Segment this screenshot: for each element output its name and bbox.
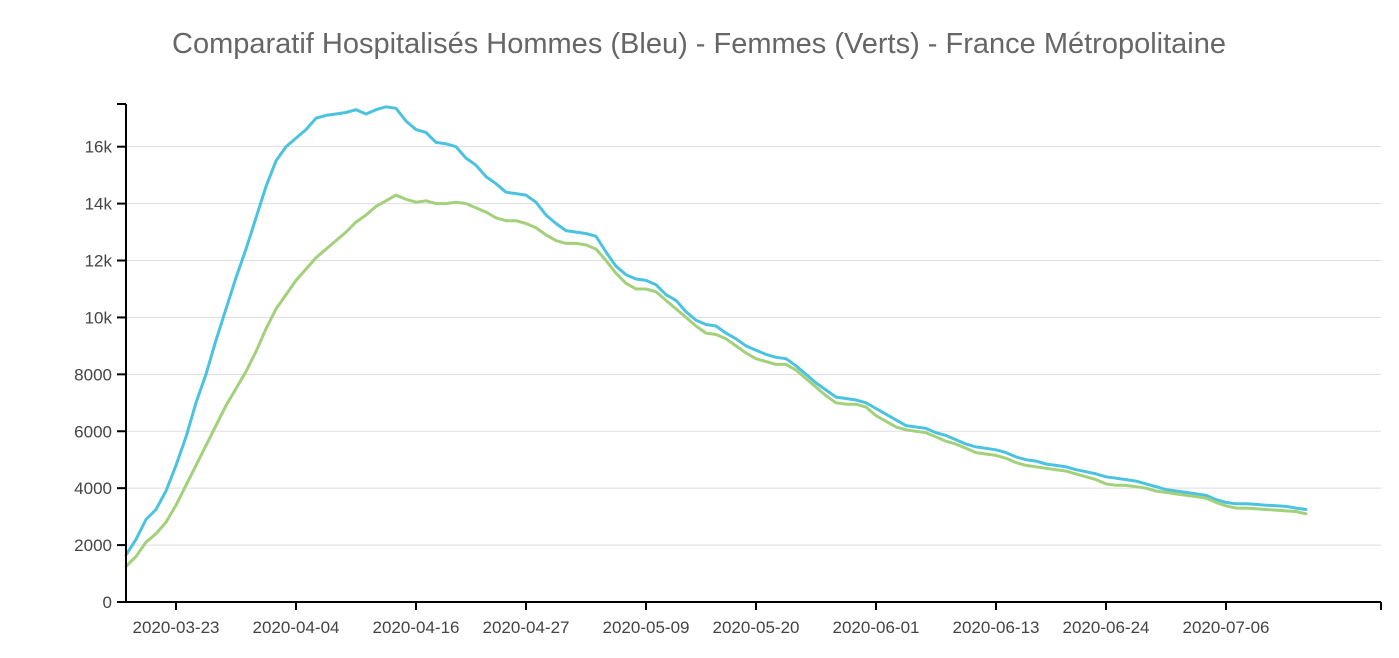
y-tick-label: 8000 [74,365,112,384]
x-tick-label: 2020-06-24 [1063,618,1150,637]
x-tick-label: 2020-05-20 [713,618,800,637]
y-tick-label: 16k [85,138,113,157]
y-tick-label: 0 [103,593,112,612]
x-tick-label: 2020-07-06 [1183,618,1270,637]
x-tick-label: 2020-06-01 [833,618,920,637]
y-tick-label: 14k [85,195,113,214]
x-tick-label: 2020-03-23 [133,618,220,637]
x-axis-ticks: 2020-03-23 2020-04-04 2020-04-16 2020-04-27… [133,602,1270,637]
y-axis-ticks: 0 2000 4000 6000 8000 10k 12k 14k 16k [74,138,126,612]
x-tick-label: 2020-05-09 [603,618,690,637]
axes [117,103,1382,610]
y-tick-label: 12k [85,252,113,271]
y-tick-label: 2000 [74,536,112,555]
y-tick-label: 6000 [74,422,112,441]
y-tick-label: 10k [85,308,113,327]
series-line-hommes [124,105,1308,557]
x-tick-label: 2020-04-04 [253,618,340,637]
x-tick-label: 2020-04-27 [483,618,570,637]
y-tick-label: 4000 [74,479,112,498]
x-tick-label: 2020-06-13 [953,618,1040,637]
x-tick-label: 2020-04-16 [373,618,460,637]
chart-title: Comparatif Hospitalisés Hommes (Bleu) - … [172,28,1226,60]
series-line-femmes [124,193,1308,568]
series-lines [124,105,1308,568]
gridlines [126,146,1381,546]
